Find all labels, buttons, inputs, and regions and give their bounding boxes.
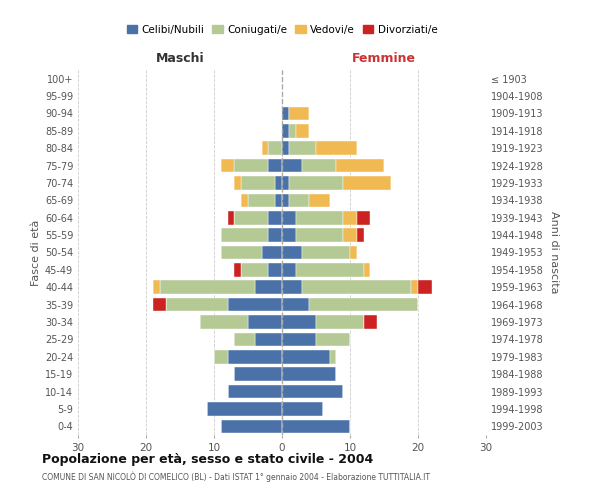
Bar xyxy=(282,263,296,276)
Bar xyxy=(153,280,160,294)
Bar xyxy=(282,124,289,138)
Bar xyxy=(289,124,296,138)
Bar xyxy=(227,298,282,312)
Bar xyxy=(221,159,235,172)
Bar xyxy=(289,176,343,190)
Bar xyxy=(200,315,248,329)
Bar xyxy=(153,298,166,312)
Bar xyxy=(255,280,282,294)
Bar xyxy=(227,350,282,364)
Bar xyxy=(282,211,296,224)
Bar xyxy=(268,159,282,172)
Bar xyxy=(268,263,282,276)
Bar xyxy=(227,385,282,398)
Legend: Celibi/Nubili, Coniugati/e, Vedovi/e, Divorziati/e: Celibi/Nubili, Coniugati/e, Vedovi/e, Di… xyxy=(122,20,442,39)
Bar xyxy=(350,246,357,260)
Text: COMUNE DI SAN NICOLÒ DI COMELICO (BL) - Dati ISTAT 1° gennaio 2004 - Elaborazion: COMUNE DI SAN NICOLÒ DI COMELICO (BL) - … xyxy=(42,471,430,482)
Bar xyxy=(282,194,289,207)
Bar xyxy=(262,246,282,260)
Y-axis label: Fasce di età: Fasce di età xyxy=(31,220,41,286)
Bar xyxy=(296,263,364,276)
Bar xyxy=(241,176,275,190)
Bar xyxy=(282,402,323,415)
Bar xyxy=(316,332,350,346)
Bar xyxy=(282,280,302,294)
Bar xyxy=(235,211,268,224)
Bar xyxy=(296,228,343,242)
Bar xyxy=(302,246,350,260)
Bar xyxy=(302,159,337,172)
Bar xyxy=(262,142,268,155)
Bar xyxy=(357,228,364,242)
Bar xyxy=(248,315,282,329)
Bar xyxy=(282,315,316,329)
Bar xyxy=(275,194,282,207)
Bar xyxy=(357,211,370,224)
Bar xyxy=(268,211,282,224)
Bar xyxy=(282,106,289,120)
Bar xyxy=(241,263,268,276)
Bar xyxy=(364,315,377,329)
Bar xyxy=(282,420,350,433)
Bar xyxy=(343,176,391,190)
Bar xyxy=(235,263,241,276)
Bar xyxy=(235,332,255,346)
Bar xyxy=(337,159,384,172)
Bar xyxy=(343,211,357,224)
Bar xyxy=(255,332,282,346)
Bar xyxy=(227,211,235,224)
Bar xyxy=(411,280,418,294)
Bar xyxy=(241,194,248,207)
Bar xyxy=(282,385,343,398)
Bar xyxy=(282,142,289,155)
Bar xyxy=(275,176,282,190)
Bar xyxy=(207,402,282,415)
Bar xyxy=(316,315,364,329)
Bar xyxy=(364,263,370,276)
Bar xyxy=(289,106,309,120)
Bar xyxy=(248,194,275,207)
Bar xyxy=(235,159,268,172)
Bar xyxy=(282,298,309,312)
Bar xyxy=(282,246,302,260)
Text: Femmine: Femmine xyxy=(352,52,416,65)
Y-axis label: Anni di nascita: Anni di nascita xyxy=(549,211,559,294)
Bar xyxy=(289,194,309,207)
Bar xyxy=(221,228,268,242)
Bar xyxy=(282,228,296,242)
Bar xyxy=(302,280,411,294)
Bar xyxy=(296,124,309,138)
Bar xyxy=(309,194,329,207)
Bar xyxy=(166,298,227,312)
Bar xyxy=(214,350,227,364)
Bar xyxy=(235,368,282,381)
Bar xyxy=(160,280,255,294)
Bar xyxy=(282,159,302,172)
Bar xyxy=(343,228,357,242)
Bar xyxy=(309,298,418,312)
Bar xyxy=(418,280,431,294)
Bar xyxy=(282,368,337,381)
Bar xyxy=(268,142,282,155)
Bar xyxy=(316,142,357,155)
Bar xyxy=(221,420,282,433)
Bar xyxy=(289,142,316,155)
Bar xyxy=(282,350,329,364)
Bar xyxy=(282,332,316,346)
Text: Maschi: Maschi xyxy=(155,52,205,65)
Bar xyxy=(235,176,241,190)
Bar xyxy=(296,211,343,224)
Bar xyxy=(221,246,262,260)
Bar xyxy=(282,176,289,190)
Bar xyxy=(329,350,337,364)
Text: Popolazione per età, sesso e stato civile - 2004: Popolazione per età, sesso e stato civil… xyxy=(42,452,373,466)
Bar xyxy=(268,228,282,242)
